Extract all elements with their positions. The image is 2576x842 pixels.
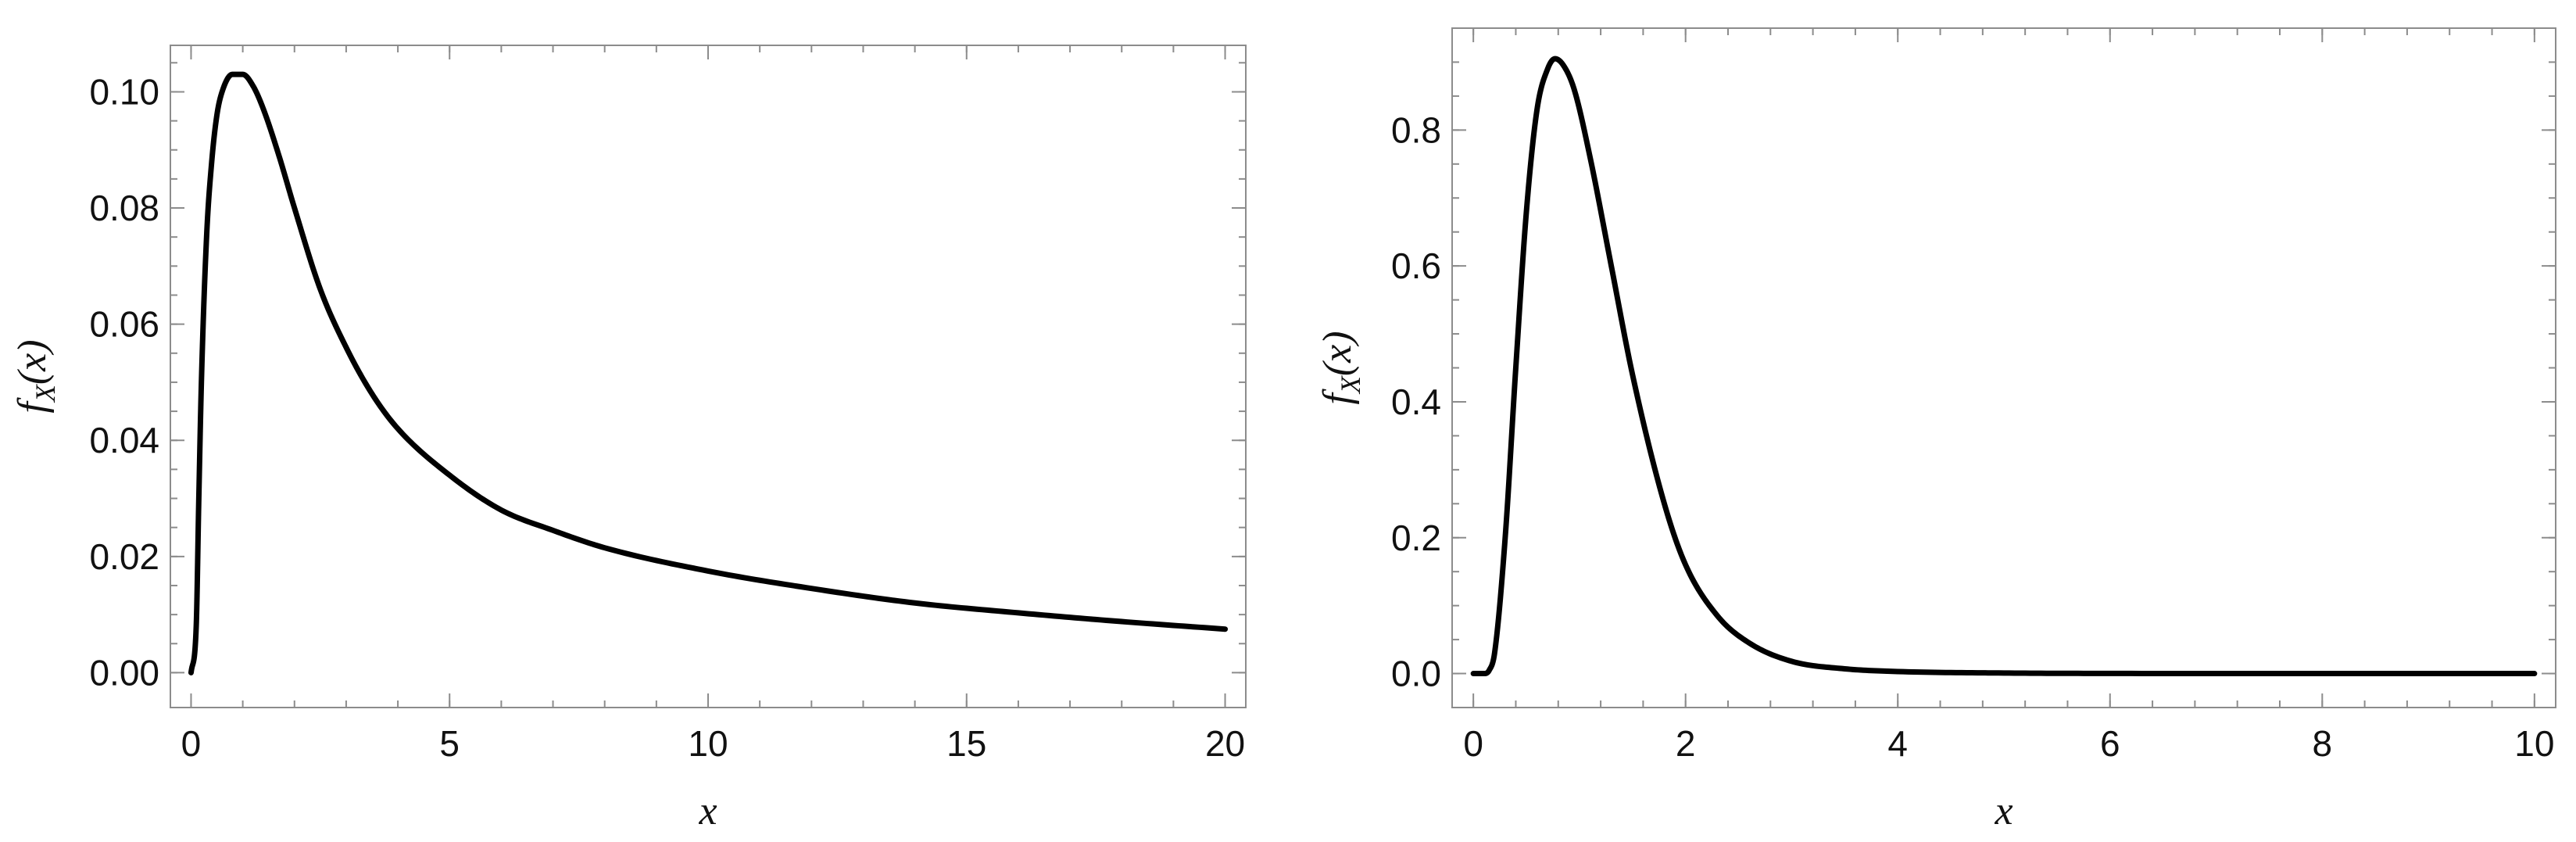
y-axis-label-arg: (x) bbox=[10, 339, 55, 385]
y-tick-label: 0.4 bbox=[1391, 382, 1441, 422]
x-tick-label: 4 bbox=[1887, 723, 1908, 764]
x-tick-label: 0 bbox=[181, 723, 202, 764]
y-tick-label: 0.6 bbox=[1391, 245, 1441, 286]
y-tick-label: 0.02 bbox=[89, 536, 159, 577]
y-tick-label: 0.0 bbox=[1391, 654, 1441, 694]
x-tick-label: 5 bbox=[439, 723, 460, 764]
x-tick-label: 10 bbox=[688, 723, 728, 764]
x-tick-label: 6 bbox=[2100, 723, 2120, 764]
y-tick-label: 0.2 bbox=[1391, 518, 1441, 558]
y-axis-label: fX(x) bbox=[1315, 331, 1366, 404]
x-tick-label: 8 bbox=[2313, 723, 2333, 764]
x-tick-label: 10 bbox=[2514, 723, 2554, 764]
y-tick-label: 0.10 bbox=[89, 71, 159, 112]
x-axis-label: x bbox=[1994, 789, 2012, 833]
chart-left: 0 5 10 15 20 0.00 0.02 0.04 0.06 0.08 0.10 x fX(x) bbox=[10, 45, 1247, 833]
x-axis-label: x bbox=[698, 789, 717, 833]
y-axis-label: fX(x) bbox=[10, 339, 61, 413]
y-tick-label: 0.08 bbox=[89, 188, 159, 228]
x-tick-label: 0 bbox=[1463, 723, 1483, 764]
y-axis-label-sub: X bbox=[30, 383, 61, 403]
y-tick-label: 0.04 bbox=[89, 420, 159, 460]
series-line bbox=[1470, 56, 2538, 677]
y-tick-label: 0.00 bbox=[89, 652, 159, 693]
y-axis-label-sub: X bbox=[1335, 374, 1366, 395]
y-axis-label-arg: (x) bbox=[1315, 331, 1360, 376]
y-tick-label: 0.8 bbox=[1391, 109, 1441, 150]
x-tick-label: 20 bbox=[1205, 723, 1245, 764]
y-tick-label: 0.06 bbox=[89, 304, 159, 345]
series-line bbox=[188, 71, 1229, 675]
x-tick-label: 2 bbox=[1676, 723, 1696, 764]
chart-right: 0 2 4 6 8 10 0.0 0.2 0.4 0.6 0.8 x fX(x) bbox=[1315, 27, 2556, 833]
x-tick-label: 15 bbox=[946, 723, 986, 764]
